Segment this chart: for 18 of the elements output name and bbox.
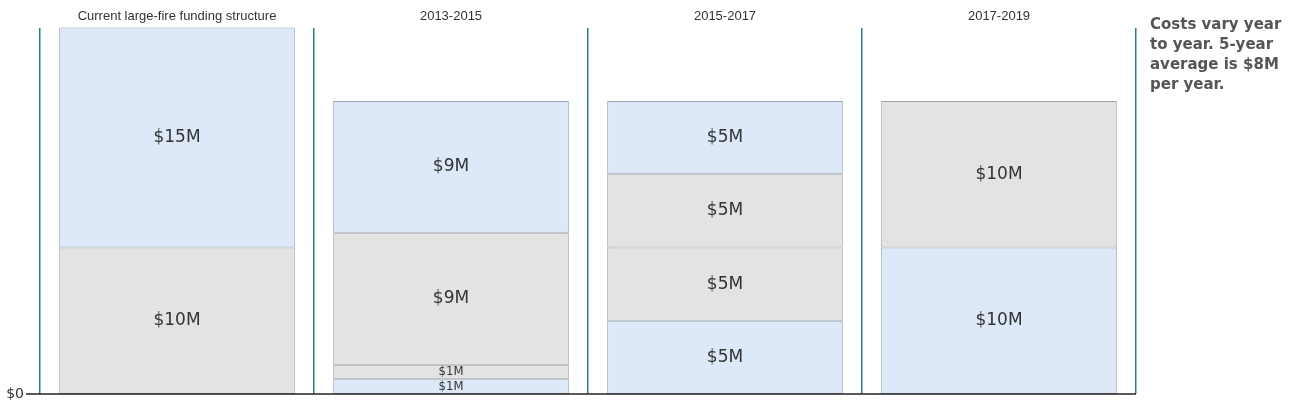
data-label: $5M xyxy=(706,125,744,146)
x-tick-label: 2017-2019 xyxy=(967,8,1031,24)
data-label: $10M xyxy=(975,309,1023,330)
data-label: $9M xyxy=(432,287,470,308)
text: Costs vary year to year. 5-year average is $8M per year. xyxy=(1150,14,1283,94)
x-tick-label: 2015-2017 xyxy=(693,8,757,24)
x-tick-label: Current large-fire funding structure xyxy=(77,8,277,24)
data-label: $5M xyxy=(706,272,744,293)
data-label: $10M xyxy=(153,309,201,330)
data-label: $10M xyxy=(975,162,1023,183)
data-label: $9M xyxy=(432,155,470,176)
data-label: $5M xyxy=(706,345,744,366)
x-tick-label: 2013-2015 xyxy=(419,8,483,24)
ref-line-label: $0 xyxy=(6,384,24,400)
data-label: $1M xyxy=(438,378,464,393)
data-label: $15M xyxy=(153,125,201,146)
data-label: $1M xyxy=(438,364,464,379)
data-label: $5M xyxy=(706,199,744,220)
